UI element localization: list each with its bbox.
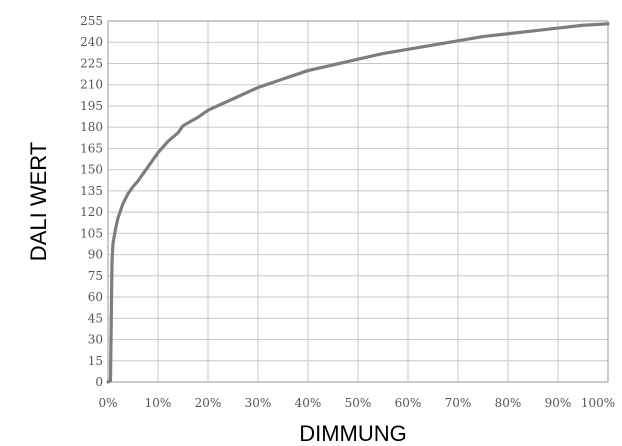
y-tick-label: 195 xyxy=(80,99,103,113)
x-tick-label: 50% xyxy=(345,396,372,410)
y-tick-label: 0 xyxy=(95,375,103,389)
y-tick-label: 105 xyxy=(80,226,103,240)
x-axis-title: DIMMUNG xyxy=(299,421,407,446)
y-tick-label: 165 xyxy=(80,141,103,155)
y-tick-label: 225 xyxy=(80,56,103,70)
y-tick-label: 120 xyxy=(80,205,103,219)
y-tick-label: 240 xyxy=(80,35,103,49)
y-tick-label: 255 xyxy=(80,14,103,28)
grid xyxy=(107,20,609,383)
y-tick-label: 75 xyxy=(88,269,103,283)
x-tick-label: 100% xyxy=(581,396,615,410)
y-tick-label: 135 xyxy=(80,184,103,198)
y-tick-label: 90 xyxy=(88,248,103,262)
plot-area-border xyxy=(107,20,609,383)
x-tick-label: 0% xyxy=(98,396,117,410)
y-axis-ticks: 0 15 30 45 60 75 90 105 120 135 150 165 180 195 210 225… xyxy=(80,14,103,389)
y-tick-label: 45 xyxy=(88,311,103,325)
y-tick-label: 150 xyxy=(80,163,103,177)
x-tick-label: 40% xyxy=(295,396,322,410)
x-tick-label: 70% xyxy=(445,396,472,410)
y-tick-label: 60 xyxy=(88,290,103,304)
x-tick-label: 80% xyxy=(495,396,522,410)
x-axis-ticks: 0% 10% 20% 30% 40% 50% 60% 70% 80% 90% 100% xyxy=(98,396,615,410)
x-tick-label: 90% xyxy=(545,396,572,410)
y-tick-label: 180 xyxy=(80,120,103,134)
x-tick-label: 30% xyxy=(245,396,272,410)
y-tick-label: 15 xyxy=(88,354,103,368)
x-tick-label: 60% xyxy=(395,396,422,410)
y-tick-label: 210 xyxy=(80,78,103,92)
x-tick-label: 10% xyxy=(145,396,172,410)
y-axis-title: DALI WERT xyxy=(26,142,51,261)
dali-value-curve xyxy=(106,22,610,384)
y-tick-label: 30 xyxy=(88,333,103,347)
x-tick-label: 20% xyxy=(195,396,222,410)
